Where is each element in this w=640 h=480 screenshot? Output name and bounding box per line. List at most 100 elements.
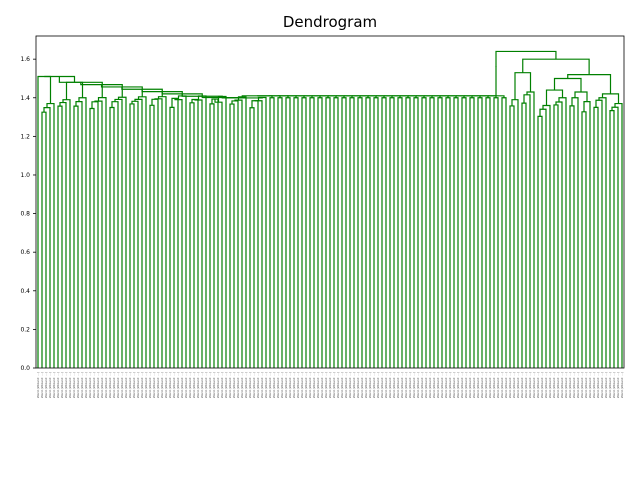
y-tick-label-0: 0.0 — [20, 365, 30, 372]
dendrogram-link-52 — [249, 107, 255, 368]
dendrogram-link-53 — [251, 100, 259, 368]
leaf-label-27: Word (Wizard: ...) — [144, 372, 148, 398]
leaf-label-53: Word (Wizard: ...) — [248, 372, 252, 398]
leaf-label-116: Word (Wizard: ...) — [500, 372, 504, 398]
leaf-label-128: Word (Wizard: ...) — [548, 372, 552, 398]
leaf-label-143: Word (Wizard: ...) — [608, 372, 612, 398]
dendrogram-link-32 — [169, 106, 175, 368]
leaf-label-83: Word (Wizard: ...) — [368, 372, 372, 398]
leaf-label-76: Word (Wizard: ...) — [340, 372, 344, 398]
leaf-label-111: Word (Wizard: ...) — [480, 372, 484, 398]
leaf-label-74: Word (Wizard: ...) — [332, 372, 336, 398]
leaf-label-82: Word (Wizard: ...) — [364, 372, 368, 398]
dendrogram-link-118 — [509, 105, 515, 368]
y-tick-label-5: 1.0 — [20, 172, 30, 179]
leaf-label-45: Word (Wizard: ...) — [216, 372, 220, 398]
leaf-label-146: Word (Wizard: ...) — [620, 372, 624, 398]
leaf-label-33: Word (Wizard: ...) — [168, 372, 172, 398]
leaf-label-131: Word (Wizard: ...) — [560, 372, 564, 398]
dendrogram-link-95 — [421, 97, 427, 368]
leaf-label-62: Word (Wizard: ...) — [284, 372, 288, 398]
dendrogram-link-49 — [234, 99, 243, 368]
dendrogram-link-65 — [301, 97, 307, 368]
leaf-label-64: Word (Wizard: ...) — [292, 372, 296, 398]
leaf-label-26: Word (Wizard: ...) — [140, 372, 144, 398]
leaf-label-120: Word (Wizard: ...) — [516, 372, 520, 398]
leaf-label-39: Word (Wizard: ...) — [192, 372, 196, 398]
leaf-label-44: Word (Wizard: ...) — [212, 372, 216, 398]
dendrogram-link-48 — [231, 100, 239, 368]
dendrogram-link-0 — [41, 111, 47, 368]
dendrogram-link-141 — [611, 106, 619, 368]
dendrogram-link-54 — [254, 100, 263, 368]
leaf-label-41: Word (Wizard: ...) — [200, 372, 204, 398]
leaf-label-77: Word (Wizard: ...) — [344, 372, 348, 398]
dendrogram-link-13 — [91, 101, 99, 368]
leaf-label-103: Word (Wizard: ...) — [448, 372, 452, 398]
leaf-label-22: Word (Wizard: ...) — [124, 372, 128, 398]
dendrogram-link-5 — [59, 101, 67, 368]
leaf-label-130: Word (Wizard: ...) — [556, 372, 560, 398]
dendrogram-link-101 — [445, 97, 451, 368]
dendrogram-link-10 — [65, 81, 84, 100]
dendrogram-link-19 — [114, 98, 123, 368]
dendrogram-link-143 — [601, 93, 620, 104]
dendrogram-link-3 — [37, 75, 52, 368]
leaf-label-51: Word (Wizard: ...) — [240, 372, 244, 398]
leaf-label-85: Word (Wizard: ...) — [376, 372, 380, 398]
leaf-label-78: Word (Wizard: ...) — [348, 372, 352, 398]
dendrogram-link-58 — [241, 95, 273, 98]
dendrogram-link-33 — [171, 97, 179, 368]
dendrogram-link-18 — [111, 101, 119, 368]
leaf-label-133: Word (Wizard: ...) — [568, 372, 572, 398]
plot-frame — [35, 35, 625, 369]
leaf-label-56: Word (Wizard: ...) — [260, 372, 264, 398]
leaf-label-113: Word (Wizard: ...) — [488, 372, 492, 398]
dendrogram-link-67 — [309, 97, 315, 368]
leaf-label-52: Word (Wizard: ...) — [244, 372, 248, 398]
dendrogram-link-124 — [537, 115, 543, 368]
leaf-label-60: Word (Wizard: ...) — [276, 372, 280, 398]
leaf-label-19: Word (Wizard: ...) — [112, 372, 116, 398]
leaf-label-108: Word (Wizard: ...) — [468, 372, 472, 398]
leaf-label-96: Word (Wizard: ...) — [420, 372, 424, 398]
dendrogram-link-111 — [485, 97, 491, 368]
leaf-label-129: Word (Wizard: ...) — [552, 372, 556, 398]
leaf-label-107: Word (Wizard: ...) — [464, 372, 468, 398]
leaf-label-75: Word (Wizard: ...) — [336, 372, 340, 398]
leaf-label-84: Word (Wizard: ...) — [372, 372, 376, 398]
leaf-label-61: Word (Wizard: ...) — [280, 372, 284, 398]
leaf-label-55: Word (Wizard: ...) — [256, 372, 260, 398]
leaf-label-67: Word (Wizard: ...) — [304, 372, 308, 398]
dendrogram-link-91 — [405, 97, 411, 368]
leaf-label-139: Word (Wizard: ...) — [592, 372, 596, 398]
leaf-label-63: Word (Wizard: ...) — [288, 372, 292, 398]
dendrogram-link-27 — [149, 104, 155, 368]
leaf-label-114: Word (Wizard: ...) — [492, 372, 496, 398]
leaf-label-21: Word (Wizard: ...) — [120, 372, 124, 398]
leaf-label-73: Word (Wizard: ...) — [328, 372, 332, 398]
y-tick-label-4: 0.8 — [20, 211, 30, 218]
leaf-label-2: Word (Wizard: ...) — [44, 372, 48, 398]
leaf-label-137: Word (Wizard: ...) — [584, 372, 588, 398]
leaf-label-40: Word (Wizard: ...) — [196, 372, 200, 398]
leaf-label-14: Word (Wizard: ...) — [92, 372, 96, 398]
dendrogram-link-83 — [373, 97, 379, 368]
dendrogram-link-131 — [569, 105, 575, 368]
leaf-label-98: Word (Wizard: ...) — [428, 372, 432, 398]
dendrogram-link-34 — [174, 98, 183, 368]
leaf-label-95: Word (Wizard: ...) — [416, 372, 420, 398]
leaf-label-10: Word (Wizard: ...) — [76, 372, 80, 398]
dendrogram-link-144 — [567, 74, 612, 94]
leaf-label-138: Word (Wizard: ...) — [588, 372, 592, 398]
leaf-label-50: Word (Wizard: ...) — [236, 372, 240, 398]
dendrogram-link-85 — [381, 97, 387, 368]
dendrogram-link-11 — [44, 75, 76, 83]
leaf-label-57: Word (Wizard: ...) — [264, 372, 268, 398]
dendrogram-link-1 — [43, 107, 51, 368]
dendrogram-link-42 — [209, 103, 215, 368]
dendrogram-link-7 — [73, 105, 79, 368]
leaf-label-68: Word (Wizard: ...) — [308, 372, 312, 398]
y-axis: 0.0 0.2 0.4 0.6 0.8 1.0 1.2 1.4 1.6 — [20, 56, 36, 372]
dendrogram-link-135 — [574, 91, 588, 102]
